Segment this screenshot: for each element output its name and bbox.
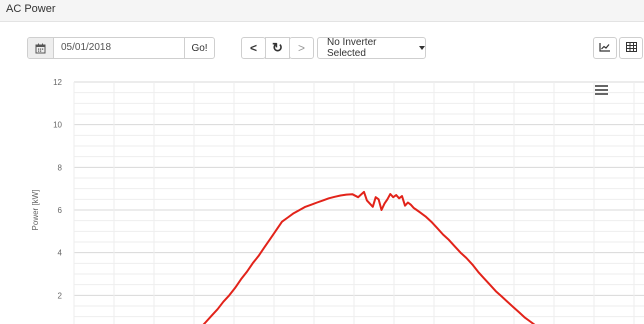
y-tick-label: 6: [58, 206, 63, 215]
date-input[interactable]: 05/01/2018: [61, 42, 112, 53]
chart-view-button[interactable]: [593, 37, 617, 59]
page-title: AC Power: [6, 3, 56, 15]
go-button[interactable]: Go!: [184, 38, 214, 58]
inverter-dropdown-label: No Inverter Selected: [327, 37, 377, 59]
ac-power-chart: 2 4 6 8 10 12 Power [kW]: [31, 78, 644, 324]
chevron-right-icon: >: [297, 41, 305, 55]
hamburger-menu-icon[interactable]: [595, 84, 608, 96]
refresh-icon: ↻: [272, 40, 283, 55]
refresh-button[interactable]: ↻: [265, 37, 290, 59]
y-tick-label: 8: [58, 163, 63, 172]
y-tick-label: 12: [53, 78, 62, 87]
calendar-icon[interactable]: [28, 38, 54, 58]
caret-down-icon: [419, 46, 425, 50]
y-axis-label: Power [kW]: [31, 190, 40, 231]
y-axis-ticks: 2 4 6 8 10 12: [53, 78, 62, 300]
next-day-button[interactable]: >: [289, 37, 314, 59]
table-view-button[interactable]: [619, 37, 643, 59]
y-tick-label: 10: [53, 121, 62, 130]
panel-header: AC Power: [0, 0, 644, 22]
table-icon: [625, 41, 637, 55]
previous-day-button[interactable]: <: [241, 37, 266, 59]
chart-grid: [73, 81, 644, 324]
series-line-ac-power: [202, 190, 536, 324]
line-chart-icon: [599, 42, 611, 55]
y-tick-label: 2: [58, 291, 63, 300]
date-picker[interactable]: 05/01/2018 Go!: [27, 37, 215, 59]
y-tick-label: 4: [58, 249, 63, 258]
chevron-left-icon: <: [249, 41, 257, 55]
inverter-dropdown[interactable]: No Inverter Selected: [317, 37, 426, 59]
